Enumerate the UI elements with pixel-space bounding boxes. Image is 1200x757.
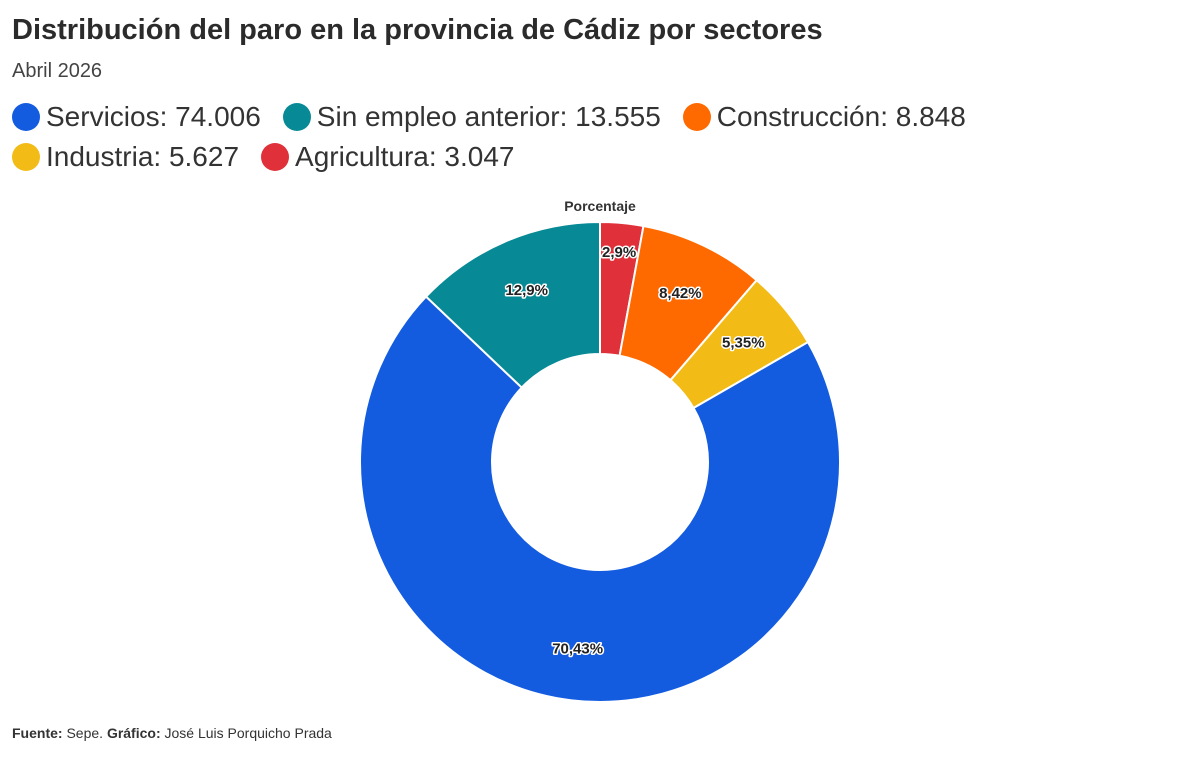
legend-label: Construcción: 8.848 <box>716 101 966 132</box>
credit-value: José Luis Porquicho Prada <box>164 725 332 741</box>
legend-item-industria: Industria: 5.627 <box>12 140 239 174</box>
legend-swatch <box>682 103 711 131</box>
legend-label: Servicios: 74.006 <box>46 101 261 132</box>
legend-item-agricultura: Agricultura: 3.047 <box>261 140 515 174</box>
legend-swatch <box>12 103 40 131</box>
legend-item-construccion: Construcción: 8.848 <box>682 100 966 134</box>
donut-title: Porcentaje <box>564 198 636 214</box>
source-label: Fuente: <box>12 725 63 741</box>
slice-label-industria: 5,35% <box>722 334 765 351</box>
slice-label-construccion: 8,42% <box>659 285 702 302</box>
legend-swatch <box>261 143 290 171</box>
legend-label: Sin empleo anterior: 13.555 <box>316 101 661 132</box>
slice-servicios[interactable] <box>359 295 841 703</box>
legend-item-servicios: Servicios: 74.006 <box>12 100 261 134</box>
donut-chart: 2,9% 8,42% 5,35% 70,43% 12,9% Porcentaje <box>359 198 841 703</box>
legend-label: Industria: 5.627 <box>46 141 240 172</box>
slice-sin-empleo-anterior[interactable] <box>424 220 601 389</box>
legend-swatch <box>12 143 40 171</box>
footer: Fuente: Sepe. Gráfico: José Luis Porquic… <box>12 725 332 741</box>
chart-subtitle: Abril 2026 <box>12 60 103 82</box>
slice-label-sin-empleo-anterior: 12,9% <box>505 282 548 299</box>
legend-swatch <box>282 103 311 131</box>
slice-label-agricultura: 2,9% <box>602 244 636 261</box>
legend-label: Agricultura: 3.047 <box>295 141 515 172</box>
legend-item-sin-empleo-anterior: Sin empleo anterior: 13.555 <box>282 100 661 134</box>
legend: Servicios: 74.006 Sin empleo anterior: 13… <box>12 100 1192 174</box>
source-value: Sepe. <box>66 725 104 741</box>
chart-title: Distribución del paro en la provincia de… <box>12 14 823 46</box>
slice-label-servicios: 70,43% <box>552 641 603 658</box>
credit-label: Gráfico: <box>106 725 161 741</box>
